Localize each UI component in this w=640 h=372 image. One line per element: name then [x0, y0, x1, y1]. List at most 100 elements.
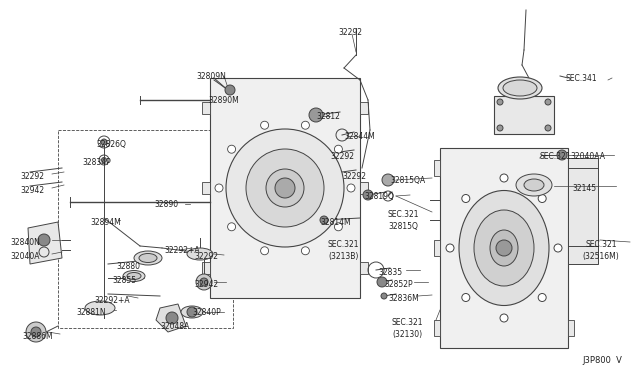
- Circle shape: [200, 278, 208, 286]
- Circle shape: [334, 223, 342, 231]
- Text: SEC.321: SEC.321: [392, 318, 424, 327]
- Circle shape: [38, 234, 50, 246]
- Ellipse shape: [266, 169, 304, 207]
- Text: 32840P: 32840P: [192, 308, 221, 317]
- Text: 32836M: 32836M: [388, 294, 419, 303]
- Circle shape: [228, 223, 236, 231]
- Bar: [360, 182, 368, 194]
- Bar: [568, 158, 598, 264]
- Circle shape: [309, 108, 323, 122]
- Circle shape: [260, 121, 269, 129]
- Circle shape: [187, 307, 197, 317]
- Bar: [568, 240, 574, 256]
- Circle shape: [497, 99, 503, 105]
- Text: (32516M): (32516M): [582, 252, 619, 261]
- Text: 32814M: 32814M: [320, 218, 351, 227]
- Circle shape: [334, 145, 342, 153]
- Text: SEC.321: SEC.321: [586, 240, 618, 249]
- Ellipse shape: [503, 80, 537, 96]
- Text: 32942: 32942: [194, 280, 218, 289]
- Text: (3213B): (3213B): [328, 252, 358, 261]
- Circle shape: [260, 247, 269, 255]
- Text: (32130): (32130): [392, 330, 422, 339]
- Text: 32292: 32292: [338, 28, 362, 37]
- Circle shape: [102, 157, 106, 163]
- Text: 32890: 32890: [154, 200, 178, 209]
- Text: 32292: 32292: [342, 172, 366, 181]
- Text: 32292+A: 32292+A: [94, 296, 130, 305]
- Text: 32844M: 32844M: [344, 132, 375, 141]
- Text: 32834P: 32834P: [82, 158, 111, 167]
- Circle shape: [320, 216, 328, 224]
- Circle shape: [301, 247, 309, 255]
- Bar: [494, 96, 554, 134]
- Circle shape: [497, 125, 503, 131]
- Text: 32942: 32942: [20, 186, 44, 195]
- Text: 32292: 32292: [20, 172, 44, 181]
- Ellipse shape: [85, 301, 115, 315]
- Text: J3P800  V: J3P800 V: [582, 356, 622, 365]
- Ellipse shape: [139, 253, 157, 263]
- Ellipse shape: [134, 251, 162, 265]
- Circle shape: [462, 294, 470, 301]
- Circle shape: [545, 99, 551, 105]
- Text: SEC.341: SEC.341: [565, 74, 596, 83]
- Circle shape: [101, 139, 107, 145]
- Text: 32880: 32880: [116, 262, 140, 271]
- Text: 32815Q: 32815Q: [388, 222, 418, 231]
- Text: 32890M: 32890M: [208, 96, 239, 105]
- Text: 32292: 32292: [330, 152, 354, 161]
- Text: 32815QA: 32815QA: [390, 176, 425, 185]
- Bar: [202, 182, 210, 194]
- Text: 32881N: 32881N: [76, 308, 106, 317]
- Circle shape: [347, 184, 355, 192]
- Circle shape: [31, 327, 41, 337]
- Text: 32886M: 32886M: [22, 332, 52, 341]
- Text: 32835: 32835: [378, 268, 402, 277]
- Bar: [568, 320, 574, 336]
- Bar: [202, 102, 210, 114]
- Bar: [360, 102, 368, 114]
- Circle shape: [554, 244, 562, 252]
- Ellipse shape: [187, 248, 213, 260]
- Bar: [360, 262, 368, 274]
- Ellipse shape: [123, 270, 145, 282]
- Circle shape: [225, 85, 235, 95]
- Circle shape: [196, 274, 212, 290]
- Text: 32894M: 32894M: [90, 218, 121, 227]
- Text: 32826Q: 32826Q: [96, 140, 126, 149]
- Text: 32840N: 32840N: [10, 238, 40, 247]
- Circle shape: [500, 174, 508, 182]
- Circle shape: [26, 322, 46, 342]
- Ellipse shape: [524, 179, 544, 191]
- Text: 32040AA: 32040AA: [570, 152, 605, 161]
- Text: 32819Q: 32819Q: [364, 192, 394, 201]
- Text: 32855: 32855: [112, 276, 136, 285]
- Text: 32292: 32292: [194, 252, 218, 261]
- Circle shape: [166, 312, 178, 324]
- Circle shape: [557, 150, 567, 160]
- Polygon shape: [156, 304, 186, 332]
- Text: SEC.321: SEC.321: [328, 240, 360, 249]
- Text: 32145: 32145: [572, 184, 596, 193]
- Circle shape: [275, 178, 295, 198]
- Circle shape: [496, 240, 512, 256]
- Circle shape: [377, 277, 387, 287]
- Text: 32292+A: 32292+A: [164, 246, 200, 255]
- Circle shape: [301, 121, 309, 129]
- Ellipse shape: [498, 77, 542, 99]
- Ellipse shape: [127, 273, 141, 279]
- Ellipse shape: [516, 174, 552, 196]
- Bar: [568, 160, 574, 176]
- Bar: [434, 160, 440, 176]
- Circle shape: [538, 195, 546, 202]
- Bar: [202, 262, 210, 274]
- Circle shape: [228, 145, 236, 153]
- Ellipse shape: [490, 230, 518, 266]
- Circle shape: [500, 314, 508, 322]
- Circle shape: [538, 294, 546, 301]
- Circle shape: [381, 293, 387, 299]
- Circle shape: [446, 244, 454, 252]
- Text: SEC.321: SEC.321: [388, 210, 419, 219]
- Circle shape: [382, 174, 394, 186]
